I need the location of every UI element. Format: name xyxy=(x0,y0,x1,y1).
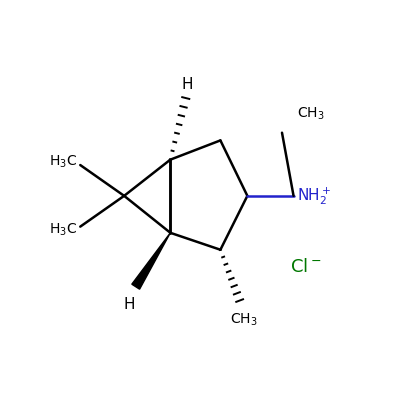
Text: CH$_3$: CH$_3$ xyxy=(297,106,325,122)
Text: H$_3$C: H$_3$C xyxy=(49,222,77,238)
Text: H$_3$C: H$_3$C xyxy=(49,154,77,170)
Text: H: H xyxy=(124,298,135,312)
Text: H: H xyxy=(182,77,193,92)
Polygon shape xyxy=(132,233,170,289)
Text: NH$_2^+$: NH$_2^+$ xyxy=(297,185,331,207)
Text: CH$_3$: CH$_3$ xyxy=(230,311,257,328)
Text: Cl$^-$: Cl$^-$ xyxy=(290,258,321,276)
